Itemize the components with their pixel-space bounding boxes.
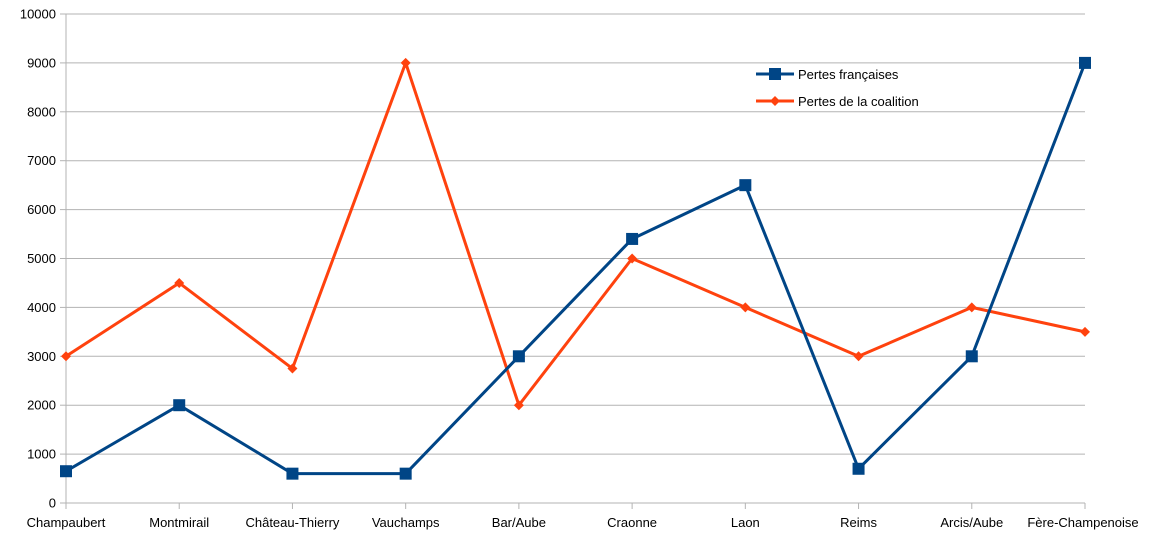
data-point	[173, 399, 186, 412]
x-tick-label: Reims	[840, 515, 877, 530]
series-line	[65, 62, 1087, 476]
data-point	[286, 467, 299, 480]
y-tick-label: 6000	[27, 202, 56, 217]
y-tick-label: 1000	[27, 447, 56, 462]
y-tick-label: 8000	[27, 104, 56, 119]
data-point	[400, 57, 411, 68]
legend-item: Pertes françaises	[756, 67, 899, 82]
legend-marker	[770, 96, 780, 106]
series-pertes-francaises	[60, 56, 1091, 480]
data-point	[174, 277, 185, 288]
x-tick-label: Montmirail	[149, 515, 209, 530]
legend-label: Pertes de la coalition	[798, 94, 919, 109]
y-tick-labels: 0 1000 2000 3000 4000 5000 6000 7000 8000 9000 100…	[20, 7, 56, 511]
legend-item: Pertes de la coalition	[756, 94, 919, 109]
y-tick-label: 0	[49, 496, 56, 511]
y-tick-label: 10000	[20, 7, 56, 22]
data-point	[399, 467, 412, 480]
data-point	[513, 400, 524, 411]
x-tick-labels: Champaubert Montmirail Château-Thierry Vauc…	[27, 515, 1139, 530]
x-tick-label: Laon	[731, 515, 760, 530]
x-tick-label: Fère-Champenoise	[1027, 515, 1138, 530]
x-tick-label: Craonne	[607, 515, 657, 530]
legend: Pertes françaises Pertes de la coalition	[756, 67, 919, 109]
data-point	[1079, 56, 1091, 69]
series-pertes-coalition	[61, 57, 1090, 411]
data-point	[853, 351, 864, 362]
data-point	[965, 350, 978, 363]
y-tick-label: 3000	[27, 349, 56, 364]
x-tick-label: Arcis/Aube	[940, 515, 1003, 530]
data-point	[626, 232, 639, 245]
data-point	[739, 179, 752, 192]
data-point	[852, 462, 865, 475]
data-point	[287, 363, 298, 374]
data-point	[1080, 326, 1090, 337]
series	[60, 56, 1091, 480]
y-tick-label: 7000	[27, 153, 56, 168]
y-tick-label: 9000	[27, 55, 56, 70]
y-tick-label: 4000	[27, 300, 56, 315]
x-tick-label: Champaubert	[27, 515, 106, 530]
gridlines	[66, 13, 1085, 504]
x-tick-label: Château-Thierry	[245, 515, 339, 530]
axes	[60, 13, 1086, 509]
data-point	[740, 302, 751, 313]
x-tick-label: Vauchamps	[372, 515, 440, 530]
y-tick-label: 5000	[27, 251, 56, 266]
data-point	[60, 465, 72, 478]
series-line	[65, 61, 1086, 407]
data-point	[61, 351, 71, 362]
data-point	[966, 302, 977, 313]
x-tick-label: Bar/Aube	[492, 515, 546, 530]
y-tick-label: 2000	[27, 398, 56, 413]
legend-marker	[769, 68, 781, 80]
legend-label: Pertes françaises	[798, 67, 899, 82]
data-point	[512, 350, 525, 363]
data-point	[627, 253, 638, 264]
